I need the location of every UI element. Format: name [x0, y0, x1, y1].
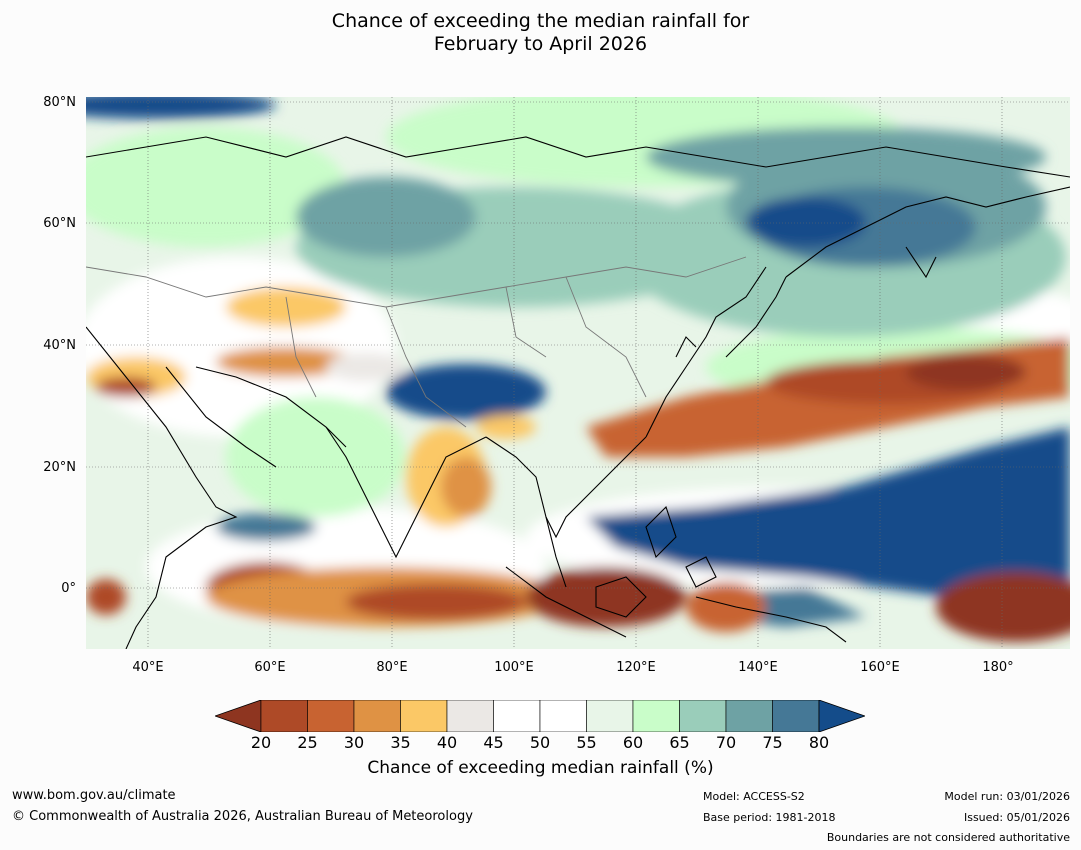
lat-label-80n: 80°N: [43, 95, 76, 110]
lon-label-80e: 80°E: [376, 660, 408, 675]
colorbar-tick-label: 55: [576, 733, 597, 752]
lon-label-140e: 140°E: [738, 660, 778, 675]
title-line-1: Chance of exceeding the median rainfall …: [331, 10, 750, 32]
lon-label-160e: 160°E: [860, 660, 900, 675]
colorbar-extension-low: [215, 700, 262, 732]
lon-label-60e: 60°E: [254, 660, 286, 675]
website-link[interactable]: www.bom.gov.au/climate: [12, 788, 176, 803]
colorbar-bin: [400, 700, 448, 732]
lon-label-180: 180°: [982, 660, 1014, 675]
rainfall-map: [86, 97, 1070, 649]
colorbar-bin: [679, 700, 727, 732]
colorbar-tick-label: 70: [715, 733, 737, 752]
colorbar-tick-label: 60: [622, 733, 644, 752]
colorbar-tick-label: 30: [343, 733, 365, 752]
colorbar-tick-label: 45: [483, 733, 504, 752]
colorbar-tick-label: 50: [529, 733, 551, 752]
copyright-text: © Commonwealth of Australia 2026, Austra…: [12, 809, 473, 824]
lat-label-20n: 20°N: [43, 460, 76, 475]
colorbar-extension-high: [818, 700, 865, 732]
colorbar: [215, 700, 865, 732]
lat-label-60n: 60°N: [43, 216, 76, 231]
colorbar-bin: [446, 700, 494, 732]
model-name: Model: ACCESS-S2: [703, 790, 805, 803]
colorbar-tick-label: 20: [250, 733, 272, 752]
colorbar-bin: [353, 700, 401, 732]
lon-label-100e: 100°E: [494, 660, 534, 675]
colorbar-tick-label: 25: [297, 733, 318, 752]
colorbar-tick-label: 65: [669, 733, 690, 752]
colorbar-tick-label: 75: [762, 733, 783, 752]
lat-label-0: 0°: [61, 581, 76, 596]
coastlines: [86, 136, 1070, 649]
base-period: Base period: 1981-2018: [703, 811, 836, 824]
map-gridlines: [86, 97, 1070, 649]
lat-label-40n: 40°N: [43, 338, 76, 353]
boundary-disclaimer: Boundaries are not considered authoritat…: [826, 831, 1070, 844]
colorbar-tick-label: 80: [808, 733, 830, 752]
lon-label-40e: 40°E: [132, 660, 164, 675]
colorbar-bin: [539, 700, 587, 732]
colorbar-bin: [725, 700, 773, 732]
colorbar-bin: [772, 700, 820, 732]
lon-label-120e: 120°E: [616, 660, 656, 675]
colorbar-bin: [307, 700, 355, 732]
map-title: Chance of exceeding the median rainfall …: [0, 10, 1081, 56]
colorbar-bin: [260, 700, 308, 732]
colorbar-label: Chance of exceeding median rainfall (%): [367, 758, 714, 778]
colorbar-bin: [586, 700, 634, 732]
issued-date: Issued: 05/01/2026: [963, 811, 1070, 824]
colorbar-tick-label: 35: [390, 733, 411, 752]
rainfall-field: [86, 97, 1070, 642]
model-run-date: Model run: 03/01/2026: [944, 790, 1070, 803]
colorbar-bin: [493, 700, 541, 732]
country-borders: [86, 256, 747, 428]
colorbar-tick-label: 40: [436, 733, 458, 752]
map-canvas: [86, 97, 1070, 649]
title-line-2: February to April 2026: [433, 33, 648, 55]
colorbar-bin: [632, 700, 680, 732]
